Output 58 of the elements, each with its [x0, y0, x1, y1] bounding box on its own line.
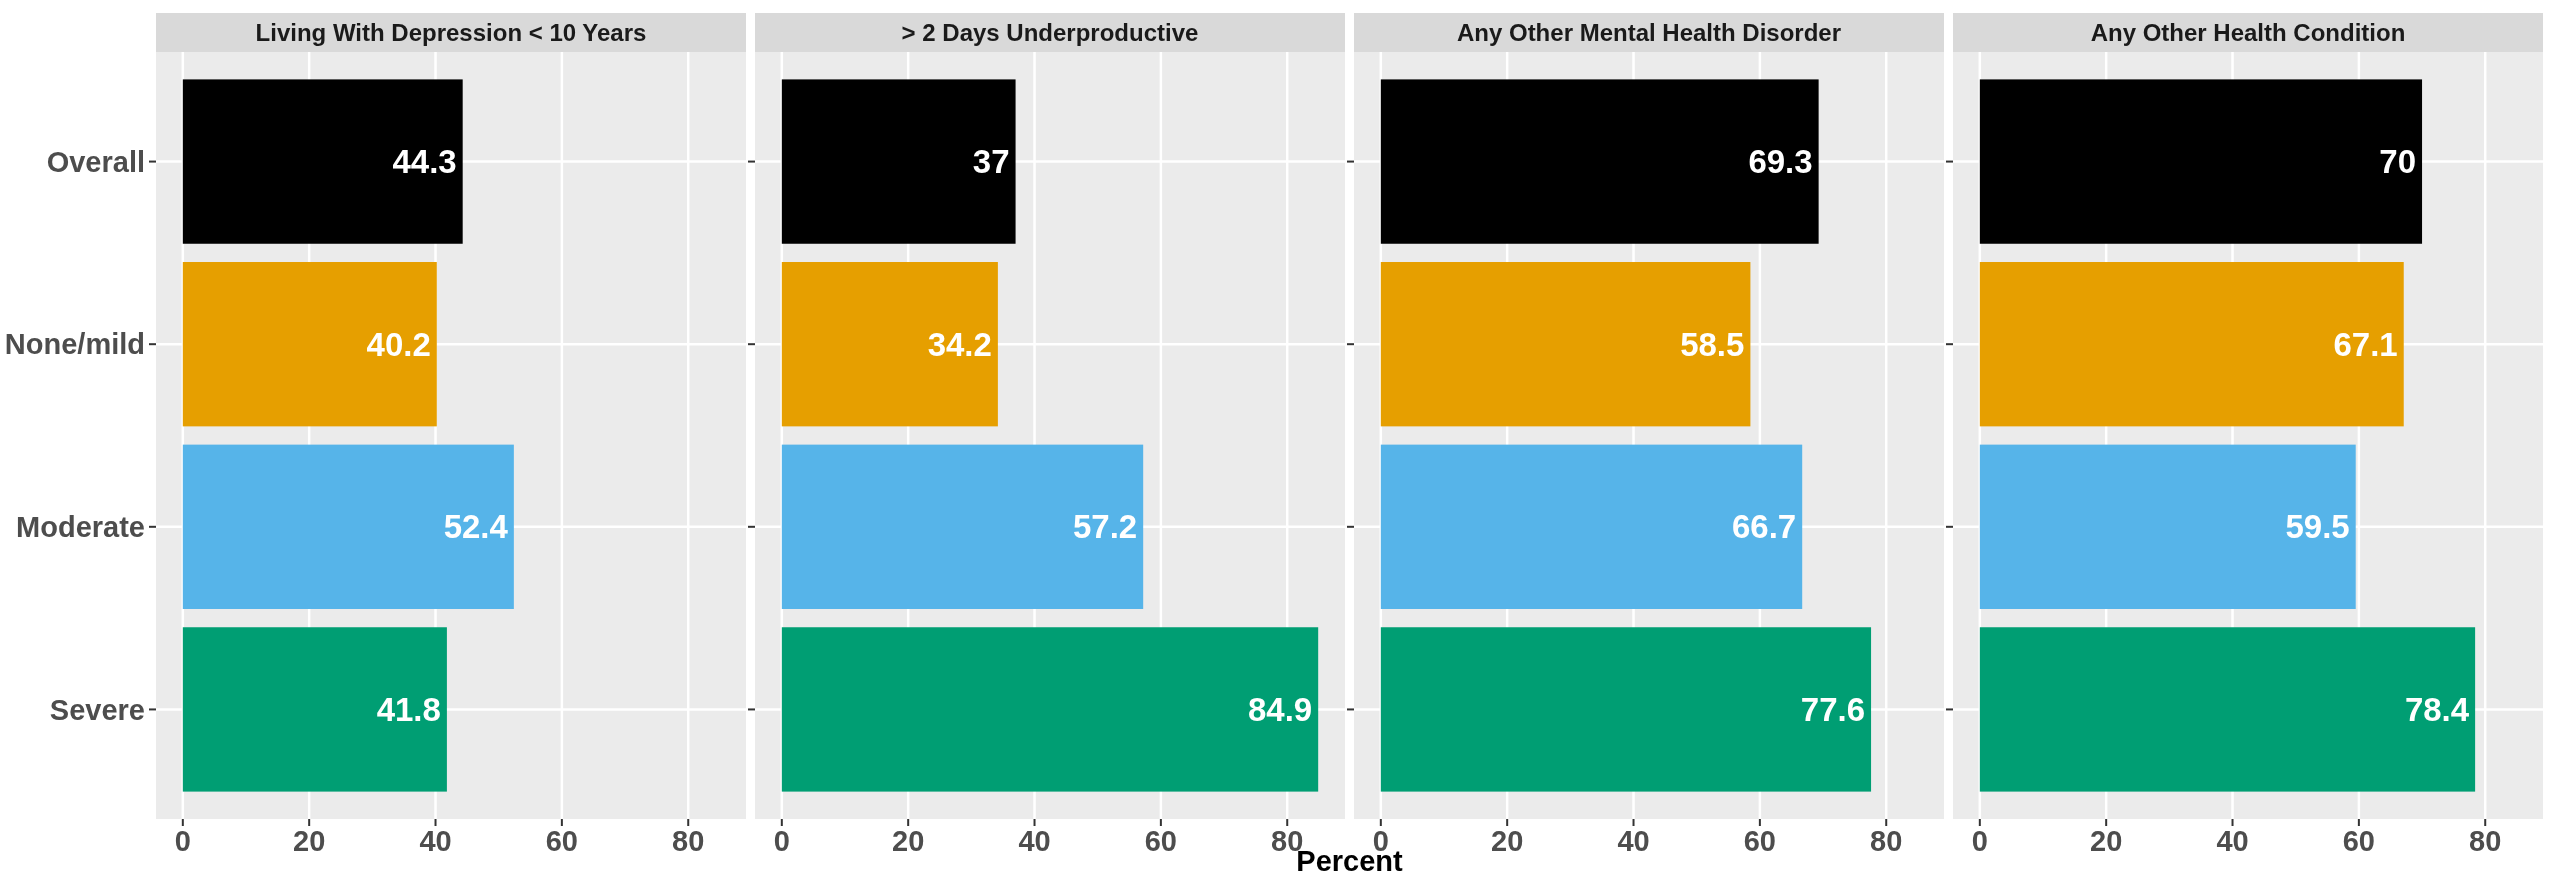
bar [1979, 262, 2404, 427]
y-tick-label: Severe [49, 693, 145, 726]
x-tick-label: 80 [2469, 825, 2502, 857]
x-tick-label: 80 [672, 825, 705, 857]
x-tick-label: 60 [1144, 825, 1178, 857]
x-tick-label: 0 [1971, 825, 1988, 857]
x-tick-label: 20 [2090, 825, 2123, 857]
y-tick-label: Overall [46, 145, 145, 178]
x-tick-label: 20 [293, 825, 326, 857]
x-tick-label: 40 [2216, 825, 2249, 857]
x-tick-label: 0 [174, 825, 191, 857]
data-label: 69.3 [1748, 143, 1813, 181]
data-label: 78.4 [2404, 690, 2470, 728]
x-tick-label: 80 [1870, 825, 1903, 857]
bar [182, 79, 463, 244]
data-label: 44.3 [392, 143, 457, 181]
data-label: 59.5 [2285, 508, 2350, 546]
bar [1979, 627, 2476, 792]
data-label: 57.2 [1072, 508, 1138, 546]
x-tick-label: 40 [1617, 825, 1650, 857]
data-label: 67.1 [2333, 325, 2398, 363]
x-tick-label: 20 [1491, 825, 1524, 857]
data-label: 77.6 [1800, 690, 1866, 728]
bar [781, 262, 998, 427]
chart-title: Any Other Health Condition [2090, 18, 2406, 46]
bar [781, 79, 1016, 244]
chart-title: > 2 Days Underproductive [901, 18, 1199, 46]
x-tick-label: 40 [419, 825, 452, 857]
bar [182, 444, 514, 609]
bar [1979, 79, 2423, 244]
data-label: 70 [2379, 143, 2417, 181]
bar [1380, 79, 1819, 244]
chart-title: Any Other Mental Health Disorder [1456, 18, 1842, 46]
x-tick-label: 60 [1743, 825, 1777, 857]
x-tick-label: 20 [892, 825, 925, 857]
chart-title: Living With Depression < 10 Years [255, 18, 647, 46]
data-label: 84.9 [1247, 690, 1313, 728]
data-label: 58.5 [1680, 325, 1745, 363]
y-tick-label: Moderate [16, 510, 145, 543]
bar [781, 627, 1319, 792]
x-tick-label: 0 [773, 825, 790, 857]
data-label: 40.2 [366, 325, 431, 363]
y-tick-label: None/mild [4, 328, 145, 361]
bar [1380, 627, 1872, 792]
bar [1380, 262, 1751, 427]
bar [1380, 444, 1803, 609]
data-label: 66.7 [1731, 508, 1797, 546]
bar [781, 444, 1144, 609]
bar [182, 262, 437, 427]
bar [1979, 444, 2356, 609]
x-tick-label: 60 [2342, 825, 2376, 857]
data-label: 52.4 [443, 508, 509, 546]
data-label: 41.8 [376, 690, 441, 728]
x-tick-label: 40 [1018, 825, 1051, 857]
x-tick-label: 60 [545, 825, 579, 857]
data-label: 34.2 [927, 325, 992, 363]
bar [182, 627, 447, 792]
data-label: 37 [972, 143, 1010, 181]
